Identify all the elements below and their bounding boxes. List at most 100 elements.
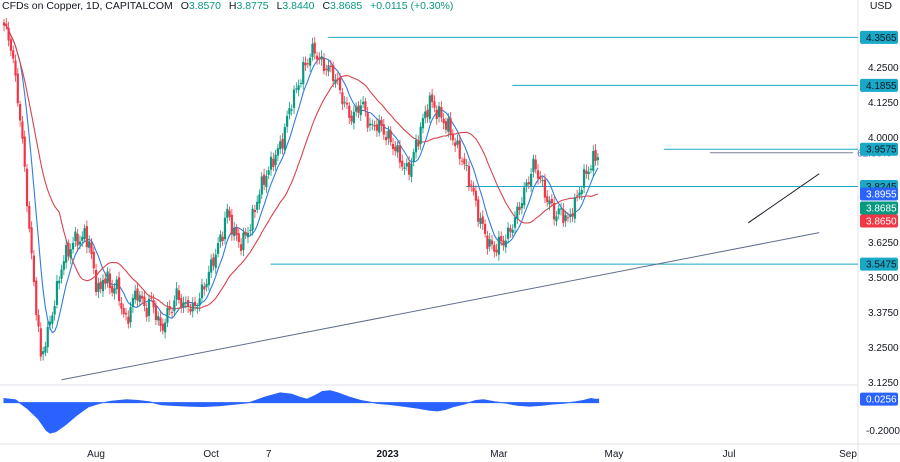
candle-body: [474, 190, 477, 201]
candle-body: [428, 95, 431, 120]
candles: [2, 17, 599, 361]
level-price-tag: [860, 257, 898, 271]
candle-body: [495, 249, 498, 253]
candle-body: [207, 271, 210, 285]
level-price-tag-label: 3.5475: [866, 260, 897, 271]
candle-body: [164, 322, 167, 333]
candle-body: [366, 112, 369, 128]
time-tick-label: 7: [266, 449, 272, 460]
trendline: [61, 232, 820, 381]
candle-body: [173, 300, 176, 312]
candle-body: [444, 121, 448, 130]
oscillator-area: [3, 390, 600, 434]
candle-body: [355, 106, 358, 112]
candle-body: [150, 297, 153, 299]
candle-body: [216, 243, 220, 254]
candle-body: [302, 62, 305, 85]
candle-body: [78, 241, 82, 245]
candle-body: [286, 115, 289, 127]
candle-body: [170, 311, 174, 313]
price-tick-label: 3.2500: [868, 343, 899, 354]
price-tag-label: 3.8685: [866, 204, 897, 215]
candle-body: [260, 176, 263, 195]
candle-body: [555, 216, 558, 222]
candle-body: [134, 290, 137, 300]
candle-body: [152, 300, 155, 308]
candle-body: [30, 227, 33, 254]
candle-body: [412, 151, 415, 162]
candle-body: [350, 115, 353, 122]
candle-body: [19, 104, 22, 121]
candle-body: [479, 218, 482, 224]
candle-body: [88, 241, 91, 248]
candle-body: [46, 326, 49, 348]
candle-body: [5, 23, 8, 26]
candle-body: [338, 78, 342, 91]
candle-body: [141, 295, 144, 299]
candle-body: [16, 73, 19, 104]
candle-body: [536, 170, 540, 179]
moving-average-line: [3, 24, 599, 334]
candle-body: [447, 118, 450, 132]
candle-body: [253, 210, 256, 213]
candle-body: [516, 206, 519, 220]
time-tick-label: Jul: [723, 449, 736, 460]
candle-body: [456, 140, 459, 145]
candle-body: [297, 85, 300, 91]
time-tick-label: Mar: [490, 449, 508, 460]
price-tag: [860, 201, 898, 215]
candle-body: [157, 316, 160, 321]
candle-body: [200, 284, 204, 299]
candle-body: [585, 170, 588, 174]
candle-body: [352, 111, 355, 124]
candle-body: [28, 205, 31, 229]
oscillator-value-tag: [860, 392, 898, 406]
currency-label[interactable]: USD: [869, 0, 892, 12]
candle-body: [426, 109, 429, 117]
candle-body: [212, 257, 215, 266]
candle-body: [239, 244, 243, 251]
candle-body: [272, 158, 275, 168]
candle-body: [12, 50, 15, 59]
candle-body: [523, 187, 526, 206]
candle-body: [320, 56, 323, 60]
candle-body: [198, 298, 201, 306]
candle-body: [44, 346, 47, 353]
price-tick-label: 3.6250: [868, 238, 899, 249]
candle-body: [94, 270, 98, 292]
candle-body: [182, 302, 185, 308]
symbol-title[interactable]: CFDs on Copper, 1D, CAPITALCOM: [2, 0, 173, 12]
candle-body: [357, 105, 360, 113]
level-price-tag-label: 3.9575: [866, 145, 897, 156]
candle-body: [203, 286, 206, 290]
candle-body: [97, 283, 100, 292]
candle-body: [543, 179, 547, 198]
candle-body: [184, 302, 187, 304]
low-value: 3.8440: [282, 0, 315, 12]
candle-body: [318, 57, 321, 60]
candle-body: [237, 233, 240, 243]
candle-body: [592, 151, 595, 171]
candle-body: [35, 280, 38, 316]
price-tag-label: 3.8650: [866, 217, 897, 228]
candle-body: [387, 130, 390, 139]
candle-body: [477, 199, 480, 222]
candle-body: [120, 303, 123, 309]
candle-body: [39, 328, 42, 357]
candle-body: [313, 42, 316, 54]
candle-body: [191, 303, 194, 312]
candle-body: [189, 308, 192, 312]
candle-body: [106, 271, 109, 284]
candle-body: [378, 120, 381, 133]
candle-body: [582, 169, 586, 188]
candle-body: [256, 201, 259, 210]
candle-body: [90, 242, 93, 255]
candle-body: [596, 157, 599, 161]
candle-body: [53, 306, 56, 315]
candle-body: [389, 130, 392, 143]
candle-body: [14, 60, 17, 76]
candle-body: [541, 179, 544, 182]
candle-body: [401, 160, 404, 167]
candle-body: [569, 214, 572, 218]
